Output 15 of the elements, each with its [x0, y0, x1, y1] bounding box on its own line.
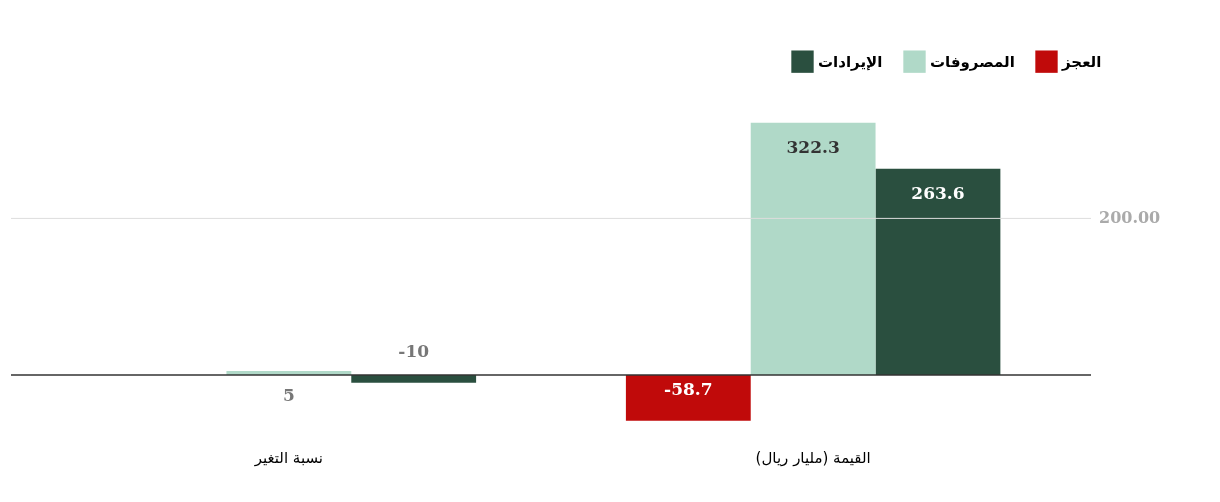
legend-label: العجز	[1061, 52, 1102, 71]
data-label: -58.7	[664, 378, 713, 399]
data-label: -10	[398, 340, 430, 361]
bar	[625, 374, 751, 421]
bar	[750, 122, 876, 375]
x-tick-label: نسبة التغير	[253, 448, 323, 467]
ref-line-label: 200.00	[1099, 208, 1161, 228]
bar	[875, 168, 1001, 375]
legend-label: الإيرادات	[818, 52, 883, 71]
data-label: 5	[282, 384, 295, 405]
data-label: 263.6	[911, 182, 965, 203]
x-tick-label: القيمة (مليار ريال)	[755, 448, 871, 467]
legend-label: المصروفات	[930, 52, 1015, 71]
data-label: 322.3	[786, 136, 840, 157]
bar	[351, 374, 477, 383]
